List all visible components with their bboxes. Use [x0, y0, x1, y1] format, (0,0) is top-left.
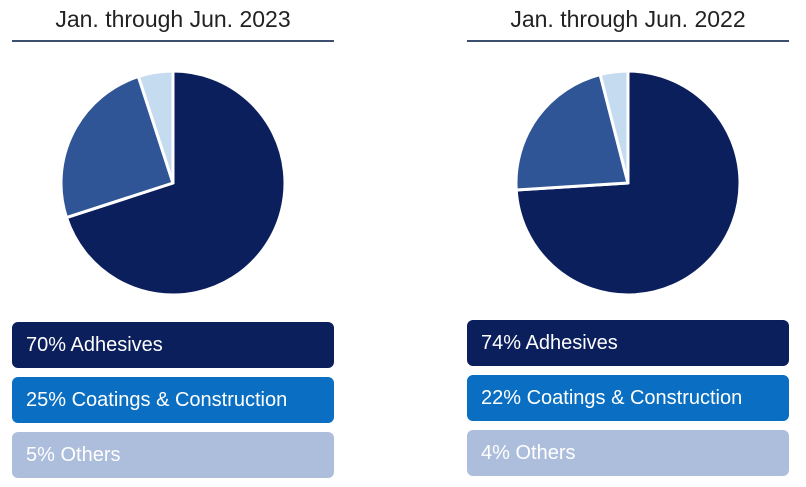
legend-item-coatings-construction: 22% Coatings & Construction — [467, 375, 789, 421]
chart-panel-2023: Jan. through Jun. 2023 70% Adhesives 25%… — [12, 0, 334, 487]
chart-panel-2022: Jan. through Jun. 2022 74% Adhesives 22%… — [467, 0, 789, 487]
title-rule — [467, 40, 789, 42]
legend-item-adhesives: 74% Adhesives — [467, 320, 789, 366]
legend-item-others: 4% Others — [467, 430, 789, 476]
pie-slice-coatings-construction — [59, 74, 175, 220]
title-rule — [12, 40, 334, 42]
legend-item-others: 5% Others — [12, 432, 334, 478]
pie-slice-adhesives — [64, 69, 287, 297]
pie-slice-others — [136, 69, 175, 185]
pie-slice-coatings-construction — [514, 73, 630, 192]
pie-chart-2022 — [514, 69, 742, 297]
pie-chart-2023 — [59, 69, 287, 297]
chart-title: Jan. through Jun. 2022 — [510, 6, 746, 32]
pie-slice-others — [598, 69, 630, 185]
legend-item-coatings-construction: 25% Coatings & Construction — [12, 377, 334, 423]
legend-item-adhesives: 70% Adhesives — [12, 322, 334, 368]
chart-title: Jan. through Jun. 2023 — [55, 6, 291, 32]
